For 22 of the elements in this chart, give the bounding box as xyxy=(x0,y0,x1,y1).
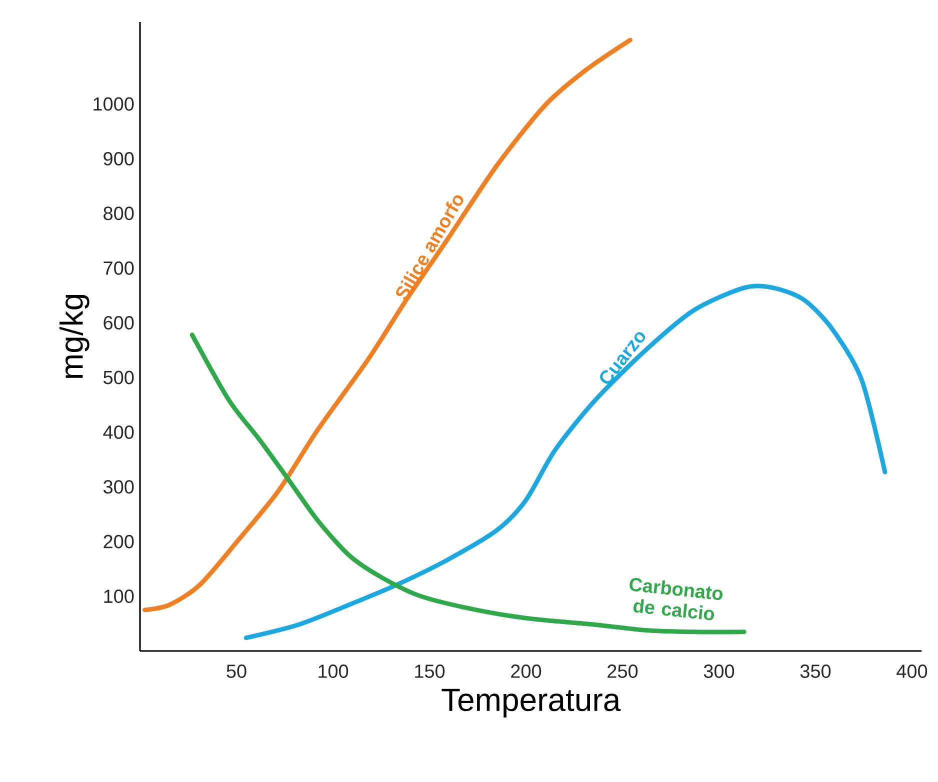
x-axis-title: Temperatura xyxy=(442,688,621,718)
y-tick-label: 400 xyxy=(103,425,134,439)
y-tick-label: 300 xyxy=(103,480,134,494)
x-tick-label: 200 xyxy=(511,664,542,678)
y-tick-label: 600 xyxy=(104,316,134,330)
y-tick-label: 500 xyxy=(104,370,134,384)
y-tick-label: 200 xyxy=(104,534,134,548)
line-series xyxy=(190,332,746,634)
y-tick-label: 800 xyxy=(104,206,134,220)
y-tick-label: 1000 xyxy=(94,97,134,111)
x-tick-label: 100 xyxy=(318,664,348,678)
x-tick-label: 250 xyxy=(608,664,638,678)
y-tick-label: 700 xyxy=(104,261,134,275)
text: Carbonato de calcio xyxy=(630,578,723,620)
y-tick-label: 900 xyxy=(104,152,134,166)
x-tick-label: 300 xyxy=(704,664,734,678)
x-tick-label: 150 xyxy=(415,664,445,678)
x-tick-label: 50 xyxy=(226,664,246,678)
x-tick-label: 400 xyxy=(896,664,928,678)
y-tick-label: 100 xyxy=(104,590,134,604)
x-tick-label: 350 xyxy=(800,664,831,678)
y-axis-title: mg/kg xyxy=(60,294,90,378)
